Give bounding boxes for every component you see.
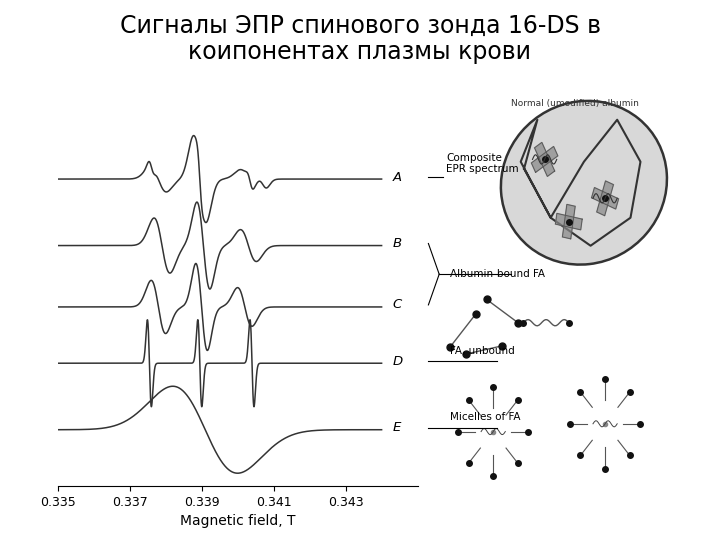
Text: коипонентах плазмы крови: коипонентах плазмы крови	[189, 40, 531, 64]
Text: Composite
EPR spectrum: Composite EPR spectrum	[446, 153, 519, 174]
Polygon shape	[597, 181, 613, 215]
Text: A: A	[392, 171, 402, 184]
X-axis label: Magnetic field, T: Magnetic field, T	[180, 514, 295, 528]
Text: FA, unbound: FA, unbound	[450, 346, 515, 356]
Text: E: E	[392, 421, 401, 434]
Text: Normal (umodified) albumin: Normal (umodified) albumin	[511, 99, 639, 108]
Ellipse shape	[501, 101, 667, 265]
Text: C: C	[392, 299, 402, 312]
Polygon shape	[592, 187, 618, 209]
Text: Micelles of FA: Micelles of FA	[450, 412, 521, 422]
Text: Albumin-bound FA: Albumin-bound FA	[450, 269, 545, 279]
Polygon shape	[531, 146, 558, 172]
Polygon shape	[562, 205, 575, 239]
Polygon shape	[555, 213, 582, 230]
Text: B: B	[392, 237, 402, 250]
Text: Сигналы ЭПР спинового зонда 16-DS в: Сигналы ЭПР спинового зонда 16-DS в	[120, 14, 600, 37]
Polygon shape	[534, 143, 554, 177]
Text: D: D	[392, 355, 402, 368]
